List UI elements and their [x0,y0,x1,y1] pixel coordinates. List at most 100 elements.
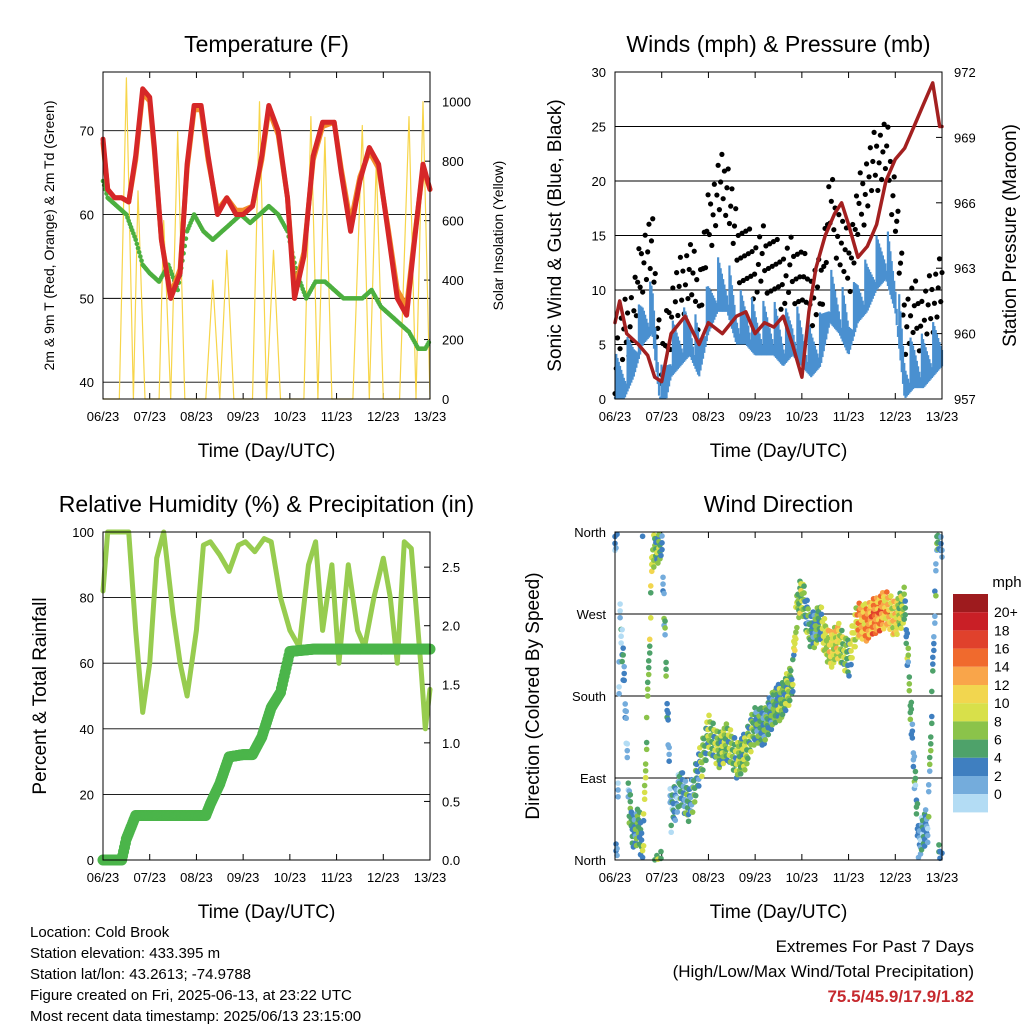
direction-point [905,645,912,652]
gust-point [872,172,878,178]
plot-frame [102,531,431,861]
gust-point [736,280,743,286]
gust-point [846,250,852,256]
right-tick-label: 1.0 [442,736,460,751]
gust-point [628,295,634,301]
gust-point [882,165,889,172]
gust-point [784,245,790,251]
gust-point [909,285,915,291]
colorbar-label: 18 [994,622,1010,638]
direction-point [665,710,671,716]
direction-point [643,714,650,721]
direction-point [615,793,621,800]
gust-point [725,166,731,172]
panel-title: Winds (mph) & Pressure (mb) [626,31,930,57]
gust-point [801,274,807,280]
gust-point [745,251,751,257]
direction-point [758,705,764,711]
direction-point [924,832,931,839]
direction-point [640,842,647,849]
gust-point [938,299,944,305]
gust-point [935,285,941,291]
x-tick-label: 07/23 [645,870,678,885]
extremes-box: Extremes For Past 7 Days (High/Low/Max W… [673,934,974,1009]
direction-point [852,643,858,650]
gust-point [787,262,793,268]
gust-point [746,226,753,232]
extremes-subtitle: (High/Low/Max Wind/Total Precipitation) [672,962,974,981]
direction-point [627,798,634,805]
direction-point [906,687,913,694]
direction-point [627,791,634,798]
gust-point [754,289,760,295]
gust-point [855,231,861,237]
colorbar-swatch [953,739,988,758]
direction-point [884,589,890,595]
direction-point [660,574,666,581]
direction-point [659,546,665,553]
gust-point [848,255,855,261]
gust-point [631,308,637,314]
gust-point [757,234,763,240]
colorbar-label: 12 [994,677,1010,693]
x-tick-label: 11/23 [833,870,865,885]
x-tick-label: 07/23 [133,870,166,885]
dewpoint-point [135,245,141,251]
direction-point [621,670,627,677]
gust-point [789,278,795,285]
direction-point [933,561,939,567]
direction-point [620,645,626,651]
gust-point [833,255,839,261]
gust-point [881,121,887,127]
x-tick-label: 07/23 [645,409,678,424]
gust-point [686,266,692,273]
gust-point [897,260,904,266]
direction-point [723,721,730,727]
direction-point [930,661,936,667]
gust-point [726,220,733,227]
direction-point [912,768,919,775]
direction-point [731,735,738,741]
gust-point [831,227,837,233]
gust-point [647,265,653,272]
direction-point [646,650,653,656]
gust-point [748,273,754,279]
direction-point [933,592,939,599]
direction-point [641,796,648,803]
direction-point [659,533,665,539]
gust-point [907,313,914,319]
gust-point [729,186,735,192]
gust-point [891,174,897,180]
gust-point [902,351,909,357]
colorbar-swatch [953,721,988,740]
gust-point [904,324,910,330]
gust-point [870,158,876,165]
y-tick-label: 0 [87,853,94,868]
right-tick-label: 0 [442,392,449,407]
direction-point [640,811,647,817]
gust-point [627,324,633,330]
gust-point [744,275,750,281]
x-tick-label: 07/23 [133,409,166,424]
direction-point [794,624,800,631]
gust-point [622,296,628,302]
y-axis-label: Sonic Wind & Gust (Blue, Black) [545,99,566,371]
right-tick-label: 972 [954,65,976,80]
direction-point [727,727,734,733]
gust-point [770,239,777,245]
y-axis-right-label: Solar Insolation (Yellow) [490,161,506,311]
y-tick-label: East [580,771,606,786]
direction-point [623,715,630,722]
x-axis-label: Time (Day/UTC) [198,902,336,923]
gust-point [760,223,767,229]
direction-point [613,545,619,551]
direction-point [904,630,911,637]
gust-point [676,283,682,289]
direction-point [926,761,933,768]
x-tick-label: 06/23 [599,409,632,424]
direction-point [786,697,793,704]
gust-point [733,206,739,212]
colorbar-label: 20+ [994,604,1018,620]
gust-point [702,265,709,271]
